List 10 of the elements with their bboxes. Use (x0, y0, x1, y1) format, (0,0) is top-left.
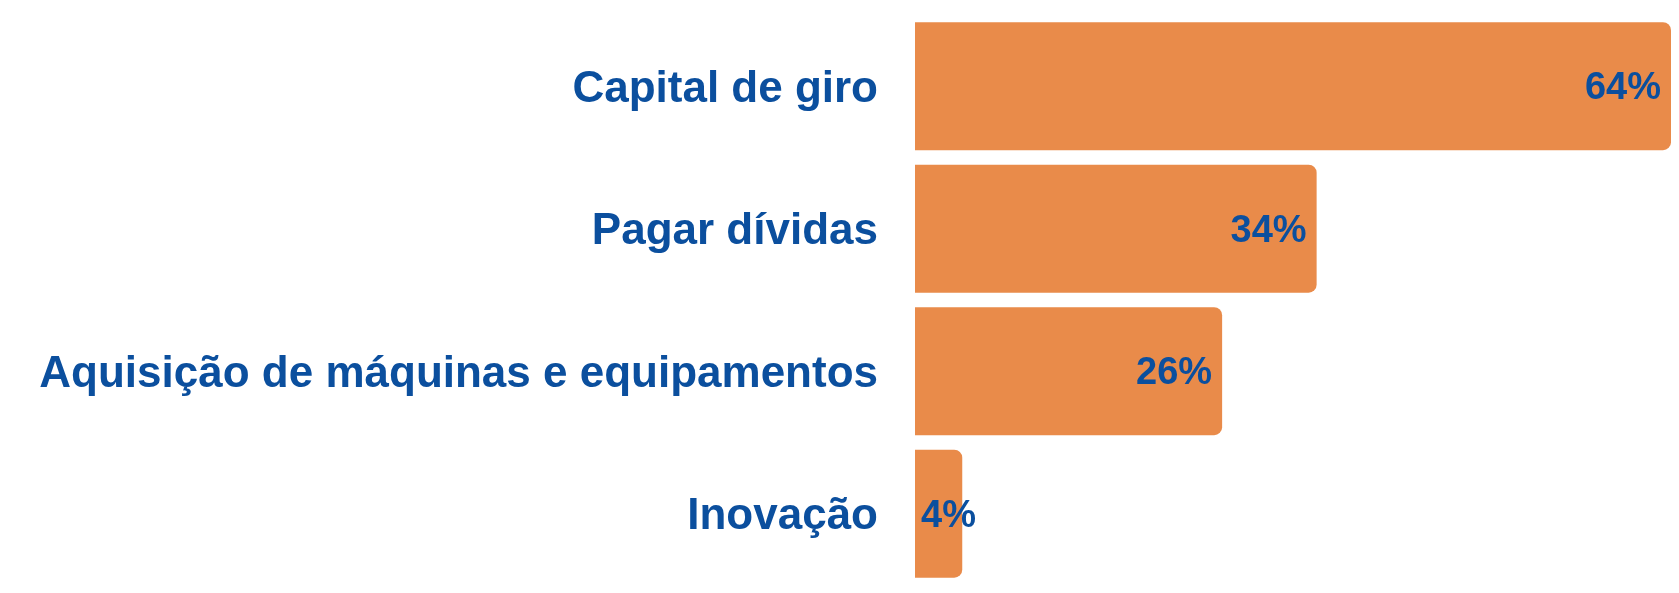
y-tick-label: Inovação (687, 489, 878, 539)
y-tick-label: Capital de giro (572, 61, 878, 111)
bar (915, 164, 1317, 293)
y-tick-label: Aquisição de máquinas e equipamentos (39, 346, 878, 396)
bar (915, 22, 1671, 151)
data-label: 64% (1584, 65, 1661, 108)
bar (915, 307, 1223, 436)
y-tick-label: Pagar dívidas (591, 204, 878, 254)
data-label: 26% (1136, 350, 1213, 393)
data-label: 34% (1230, 207, 1307, 250)
